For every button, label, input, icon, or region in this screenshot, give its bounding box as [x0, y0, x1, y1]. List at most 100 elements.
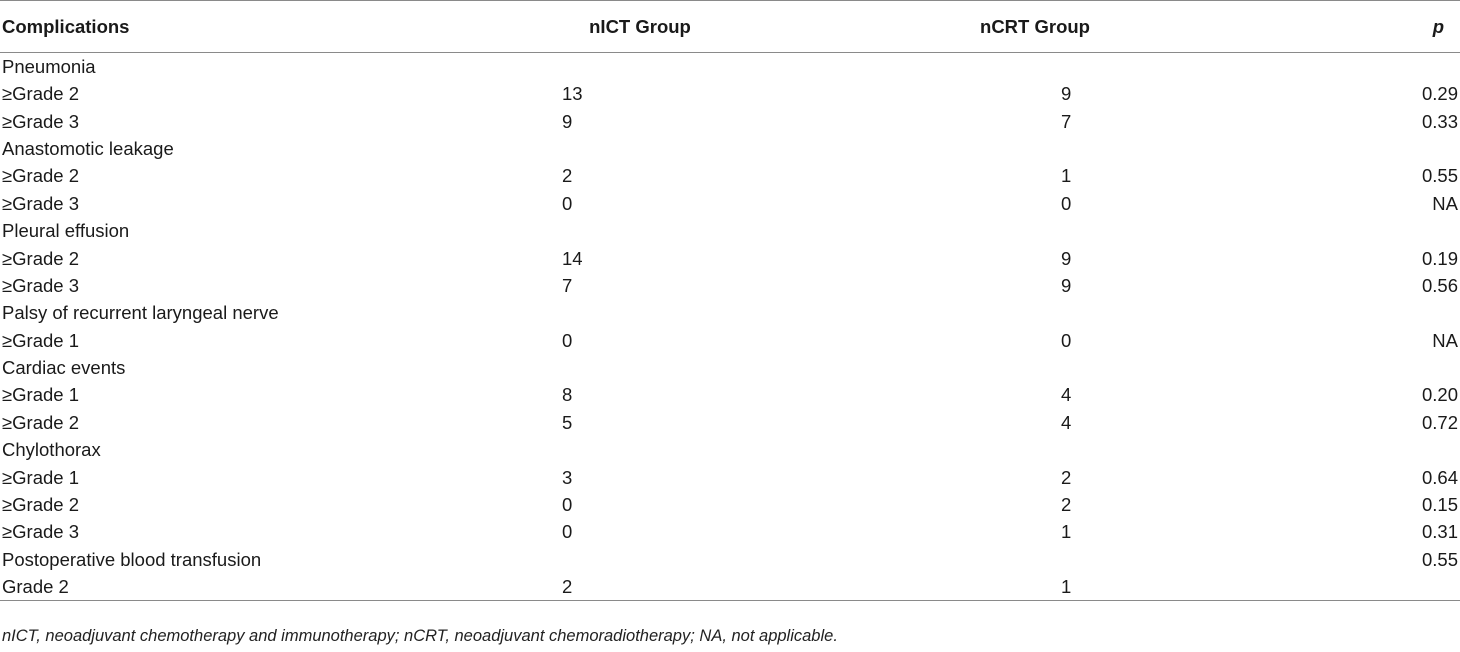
row-ncrt-value: 4	[1061, 411, 1072, 433]
row-nict-value: 0	[562, 329, 573, 351]
row-p-value: 0.56	[1421, 274, 1458, 296]
row-ncrt-value	[780, 436, 1290, 463]
row-label: ≥Grade 3	[2, 192, 79, 214]
row-p-value	[1290, 217, 1460, 244]
row-nict-value: 8	[562, 384, 573, 406]
row-label: Palsy of recurrent laryngeal nerve	[2, 302, 279, 324]
row-ncrt-value: 9	[1061, 274, 1072, 296]
table-row: Chylothorax	[0, 436, 1460, 463]
row-ncrt-value: 1	[1061, 521, 1072, 543]
table-row: ≥Grade 2 5 4 0.72	[0, 409, 1460, 436]
row-nict-value	[500, 546, 780, 573]
row-nict-value: 0	[562, 521, 573, 543]
table-row: ≥Grade 1 0 0 NA	[0, 327, 1460, 354]
row-ncrt-value: 0	[1061, 329, 1072, 351]
row-label: ≥Grade 3	[2, 521, 79, 543]
row-label: Cardiac events	[2, 357, 126, 379]
row-label: ≥Grade 1	[2, 466, 79, 488]
row-ncrt-value: 2	[1061, 466, 1072, 488]
table-row: ≥Grade 3 7 9 0.56	[0, 272, 1460, 299]
table-row: Cardiac events	[0, 354, 1460, 381]
row-p-value	[1290, 53, 1460, 81]
row-p-value: 0.55	[1421, 548, 1458, 570]
row-ncrt-value: 9	[1061, 247, 1072, 269]
row-label: ≥Grade 2	[2, 165, 79, 187]
table-footnote: nICT, neoadjuvant chemotherapy and immun…	[2, 627, 838, 645]
row-label: ≥Grade 2	[2, 494, 79, 516]
header-complications: Complications	[0, 0, 500, 53]
row-ncrt-value: 0	[1061, 192, 1072, 214]
table-row: ≥Grade 2 0 2 0.15	[0, 491, 1460, 518]
row-ncrt-value: 2	[1061, 494, 1072, 516]
table-row: Pneumonia	[0, 53, 1460, 81]
table-row: ≥Grade 2 2 1 0.55	[0, 162, 1460, 189]
row-nict-value	[500, 354, 780, 381]
row-ncrt-value: 7	[1061, 110, 1072, 132]
row-nict-value: 2	[562, 165, 573, 187]
header-ncrt-group: nCRT Group	[780, 0, 1290, 53]
table-row: Pleural effusion	[0, 217, 1460, 244]
complications-table: Complications nICT Group nCRT Group p Pn…	[0, 0, 1460, 602]
row-p-value: NA	[1432, 192, 1458, 214]
row-p-value: NA	[1432, 329, 1458, 351]
table-row: ≥Grade 1 3 2 0.64	[0, 463, 1460, 490]
row-label: ≥Grade 2	[2, 83, 79, 105]
row-p-value: 0.20	[1421, 384, 1458, 406]
header-nict-group: nICT Group	[500, 0, 780, 53]
table-header-row: Complications nICT Group nCRT Group p	[0, 0, 1460, 53]
row-ncrt-value: 1	[780, 573, 1290, 602]
table-row: ≥Grade 3 0 1 0.31	[0, 518, 1460, 545]
row-nict-value: 3	[562, 466, 573, 488]
row-label: Anastomotic leakage	[2, 137, 174, 159]
table-row: Anastomotic leakage	[0, 135, 1460, 162]
row-p-value: 0.29	[1421, 83, 1458, 105]
row-nict-value	[500, 299, 780, 326]
row-label: Pneumonia	[2, 56, 96, 77]
row-p-value: 0.55	[1421, 165, 1458, 187]
row-label: ≥Grade 1	[2, 329, 79, 351]
row-nict-value	[500, 135, 780, 162]
row-label: ≥Grade 3	[2, 274, 79, 296]
row-nict-value: 2	[500, 573, 780, 602]
row-p-value: 0.31	[1421, 521, 1458, 543]
row-nict-value: 9	[562, 110, 573, 132]
table-body: Pneumonia ≥Grade 2 13 9 0.29 ≥Grade 3 9 7 0.33 An…	[0, 53, 1460, 602]
table-row: Palsy of recurrent laryngeal nerve	[0, 299, 1460, 326]
row-ncrt-value: 9	[1061, 83, 1072, 105]
row-ncrt-value: 1	[1061, 165, 1072, 187]
table-row: Postoperative blood transfusion 0.55	[0, 546, 1460, 573]
row-label: ≥Grade 2	[2, 411, 79, 433]
row-ncrt-value	[780, 135, 1290, 162]
row-ncrt-value: 4	[1061, 384, 1072, 406]
row-label: ≥Grade 1	[2, 384, 79, 406]
row-label: Postoperative blood transfusion	[2, 548, 262, 570]
table-row: ≥Grade 3 0 0 NA	[0, 190, 1460, 217]
row-p-value: 0.33	[1421, 110, 1458, 132]
row-label: Pleural effusion	[2, 220, 130, 242]
row-nict-value	[500, 53, 780, 81]
row-ncrt-value	[780, 354, 1290, 381]
row-p-value: 0.15	[1421, 494, 1458, 516]
row-nict-value	[500, 436, 780, 463]
row-p-value: 0.19	[1421, 247, 1458, 269]
row-label: Grade 2	[0, 573, 500, 602]
row-nict-value: 0	[562, 494, 573, 516]
row-p-value	[1290, 135, 1460, 162]
row-nict-value: 5	[562, 411, 573, 433]
row-label: ≥Grade 2	[2, 247, 79, 269]
row-nict-value: 14	[562, 247, 583, 269]
row-ncrt-value	[780, 546, 1290, 573]
row-nict-value: 13	[562, 83, 583, 105]
row-p-value	[1290, 299, 1460, 326]
row-nict-value: 7	[562, 274, 573, 296]
table-row: ≥Grade 2 13 9 0.29	[0, 80, 1460, 107]
row-p-value: 0.72	[1421, 411, 1458, 433]
row-ncrt-value	[780, 299, 1290, 326]
row-label: Chylothorax	[2, 439, 101, 461]
row-p-value: 0.64	[1421, 466, 1458, 488]
header-p-value: p	[1290, 0, 1460, 53]
row-ncrt-value	[780, 53, 1290, 81]
row-p-value	[1290, 354, 1460, 381]
